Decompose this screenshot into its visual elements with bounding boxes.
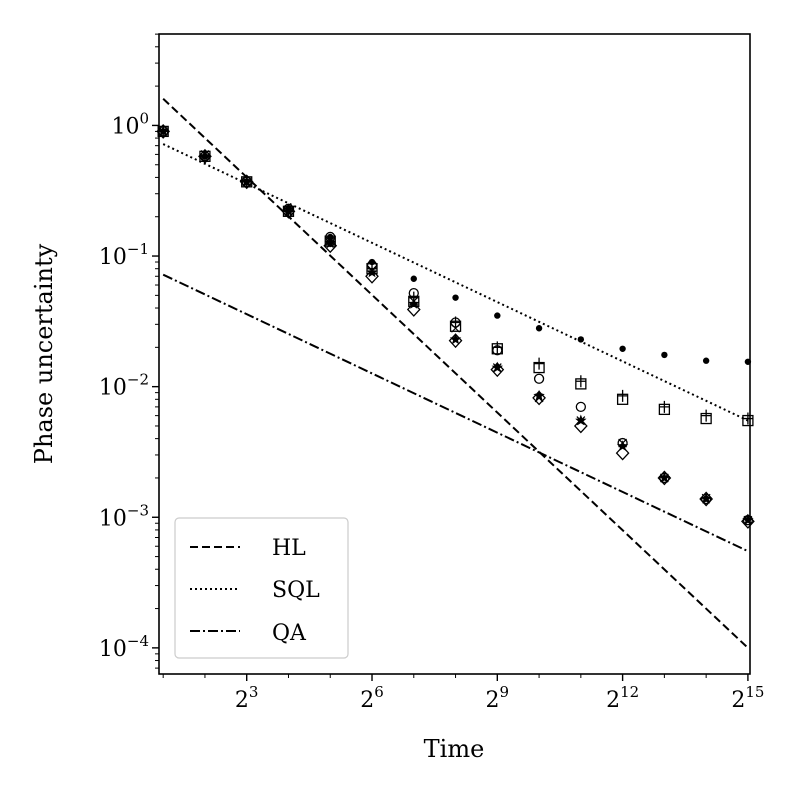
x-tick-label: 23 bbox=[235, 683, 259, 713]
x-tick-label: 212 bbox=[606, 683, 639, 713]
point-diamond bbox=[699, 491, 714, 507]
point-cross bbox=[451, 323, 460, 333]
legend-label-qa: QA bbox=[272, 621, 307, 646]
point-diamond bbox=[448, 333, 463, 349]
series-plus bbox=[158, 125, 753, 425]
legend-label-sql: SQL bbox=[272, 578, 320, 603]
point-dot bbox=[619, 345, 626, 352]
point-dot bbox=[494, 312, 501, 319]
point-diamond bbox=[532, 390, 546, 406]
line-hl bbox=[162, 98, 749, 649]
point-plus bbox=[701, 409, 712, 422]
x-tick-label: 215 bbox=[731, 683, 764, 713]
point-star bbox=[199, 150, 211, 162]
point-cross bbox=[242, 177, 252, 187]
point-star bbox=[533, 389, 545, 401]
point-star bbox=[449, 333, 462, 345]
legend: HL SQL QA bbox=[174, 517, 349, 659]
point-diamond bbox=[490, 362, 505, 378]
point-diamond bbox=[281, 203, 296, 219]
point-dot bbox=[452, 294, 459, 301]
point-circle bbox=[408, 287, 419, 299]
point-cross bbox=[618, 438, 628, 448]
point-dot bbox=[535, 325, 543, 332]
y-tick-label: 100 bbox=[111, 109, 149, 139]
point-cross bbox=[284, 206, 293, 216]
point-circle bbox=[450, 317, 461, 328]
point-star bbox=[366, 266, 378, 278]
point-cross bbox=[200, 149, 210, 159]
series-cross bbox=[158, 126, 753, 525]
point-diamond bbox=[239, 174, 254, 190]
point-cross bbox=[576, 416, 586, 425]
point-dot bbox=[661, 351, 668, 359]
point-cross bbox=[409, 296, 419, 306]
plot-frame bbox=[158, 33, 751, 675]
plot-area bbox=[156, 98, 755, 649]
point-diamond bbox=[657, 470, 672, 486]
y-tick-label: 10−1 bbox=[99, 240, 149, 270]
legend-box bbox=[174, 517, 349, 659]
point-plus bbox=[659, 400, 670, 413]
y-axis-label: Phase uncertainty bbox=[30, 243, 58, 464]
point-dot bbox=[702, 357, 710, 364]
y-tick-label: 10−4 bbox=[99, 632, 149, 662]
point-star bbox=[324, 237, 336, 249]
point-cross bbox=[158, 126, 168, 136]
point-diamond bbox=[615, 445, 630, 461]
point-diamond bbox=[406, 301, 421, 317]
x-tick-label: 26 bbox=[360, 683, 384, 713]
point-plus bbox=[617, 389, 628, 402]
point-circle bbox=[492, 345, 503, 356]
point-cross bbox=[492, 363, 502, 372]
point-cross bbox=[659, 473, 669, 483]
y-tick-label: 10−2 bbox=[99, 371, 149, 401]
line-qa bbox=[162, 273, 749, 553]
point-dot bbox=[577, 336, 585, 343]
point-circle bbox=[575, 401, 586, 413]
x-axis-label: Time bbox=[424, 735, 485, 763]
axis-ticks: 23 26 29 212 215 100 10−1 10−2 10−3 10−4 bbox=[99, 33, 764, 713]
legend-label-hl: HL bbox=[272, 536, 306, 561]
point-cross bbox=[534, 393, 544, 403]
point-circle bbox=[533, 373, 545, 384]
point-diamond bbox=[198, 148, 212, 164]
point-plus bbox=[742, 412, 753, 425]
point-cross bbox=[367, 265, 377, 275]
series-dot bbox=[159, 128, 752, 365]
point-diamond bbox=[741, 513, 755, 529]
point-star bbox=[616, 440, 629, 452]
point-plus bbox=[575, 375, 586, 388]
point-plus bbox=[534, 357, 545, 370]
series-square bbox=[157, 125, 754, 427]
point-cross bbox=[701, 493, 711, 503]
y-tick-label: 10−3 bbox=[99, 501, 149, 531]
x-tick-label: 29 bbox=[486, 683, 510, 713]
point-cross bbox=[325, 236, 335, 246]
point-dot bbox=[410, 275, 417, 282]
point-diamond bbox=[323, 238, 338, 254]
